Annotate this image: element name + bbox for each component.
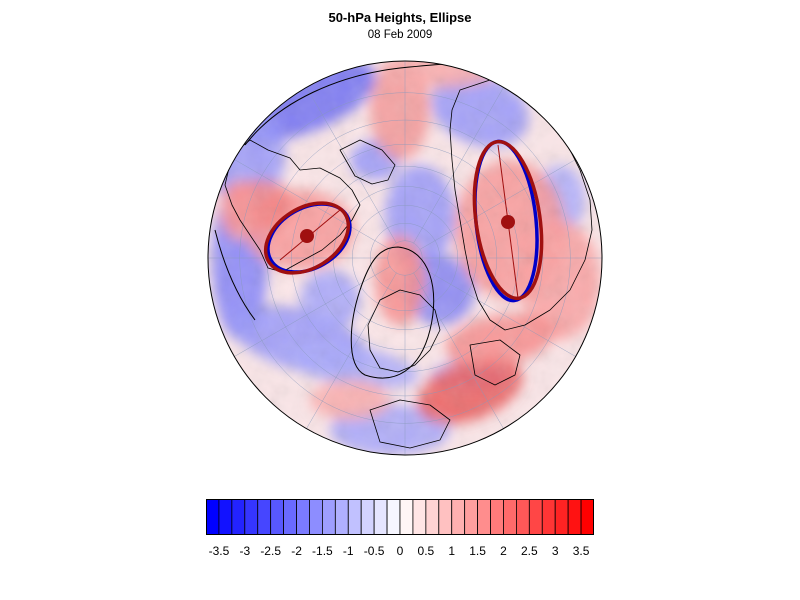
colorbar-box [515,499,530,535]
colorbar-box [425,499,440,535]
colorbar-box [503,499,517,535]
colorbar-tick-label: 2.5 [520,544,538,558]
vortex-ellipses [263,139,544,303]
colorbar-tick-label: -0.5 [363,544,385,558]
colorbar-tick-label: -2.5 [260,544,281,558]
meridian-line [413,272,504,429]
colorbar-box [206,499,220,535]
colorbar-tick-label: 1 [448,544,456,558]
meridian-line [419,159,576,250]
colorbar-box [490,499,504,535]
colorbar-tick-label: -1.5 [312,544,333,558]
meridian-line [306,87,397,244]
colorbar-tick-label: -3.5 [208,544,230,558]
coastline [367,289,441,373]
colorbar-box [257,499,272,535]
coastline [224,139,361,273]
figure-date: 08 Feb 2009 [367,29,433,41]
colorbar-box [231,499,246,535]
vortex-ellipse-left [263,201,351,275]
colorbar-box [373,499,388,535]
vortex-axis-left [279,209,341,261]
colorbar-box [399,499,414,535]
colorbar-box [477,499,491,535]
colorbar [206,499,594,535]
colorbar-box [412,499,427,535]
colorbar-box [528,499,543,535]
colorbar-box [541,499,556,535]
colorbar-box [360,499,375,535]
colorbar-tick-label: -2 [291,544,302,558]
colorbar-tick-label: 0.5 [417,544,435,558]
vortex-axis-right [497,144,519,299]
colorbar-box [270,499,284,535]
colorbar-tick-label: -1 [342,544,354,558]
coastline [469,339,521,386]
coastline [339,139,396,185]
colorbar-box [218,499,233,535]
coastline [369,399,451,449]
colorbar-tick-label: 1.5 [469,544,486,558]
colorbar-tick-label: -3 [239,544,251,558]
colorbar-box [438,499,453,535]
colorbar-border [206,499,594,535]
map-disc [208,61,602,455]
colorbar-box [347,499,362,535]
colorbar-box [567,499,582,535]
colorbar-box [296,499,310,535]
colorbar-tick-label: 2 [500,544,507,558]
meridian-line [419,266,576,357]
meridian-line [413,87,504,244]
vortex-ellipse-right [472,139,544,301]
colorbar-box [309,499,323,535]
meridian-line [234,266,391,357]
colorbar-box [386,499,401,535]
vortex-centroid-left [300,229,314,243]
colorbar-box [451,499,466,535]
colorbar-box [283,499,297,535]
colorbar-tick-label: 3 [551,544,559,558]
colorbar-box [334,499,349,535]
colorbar-box [554,499,569,535]
colorbar-box [580,499,594,535]
height-contour [350,246,435,379]
height-contour [214,229,256,321]
colorbar-box [322,499,336,535]
colorbar-box [244,499,259,535]
figure-title: 50-hPa Heights, Ellipse [328,10,472,25]
colorbar-box [464,499,478,535]
colorbar-tick-label: 0 [396,544,404,558]
coastlines [214,63,593,449]
colorbar-tick-label: 3.5 [572,544,590,558]
map-border [207,60,603,456]
